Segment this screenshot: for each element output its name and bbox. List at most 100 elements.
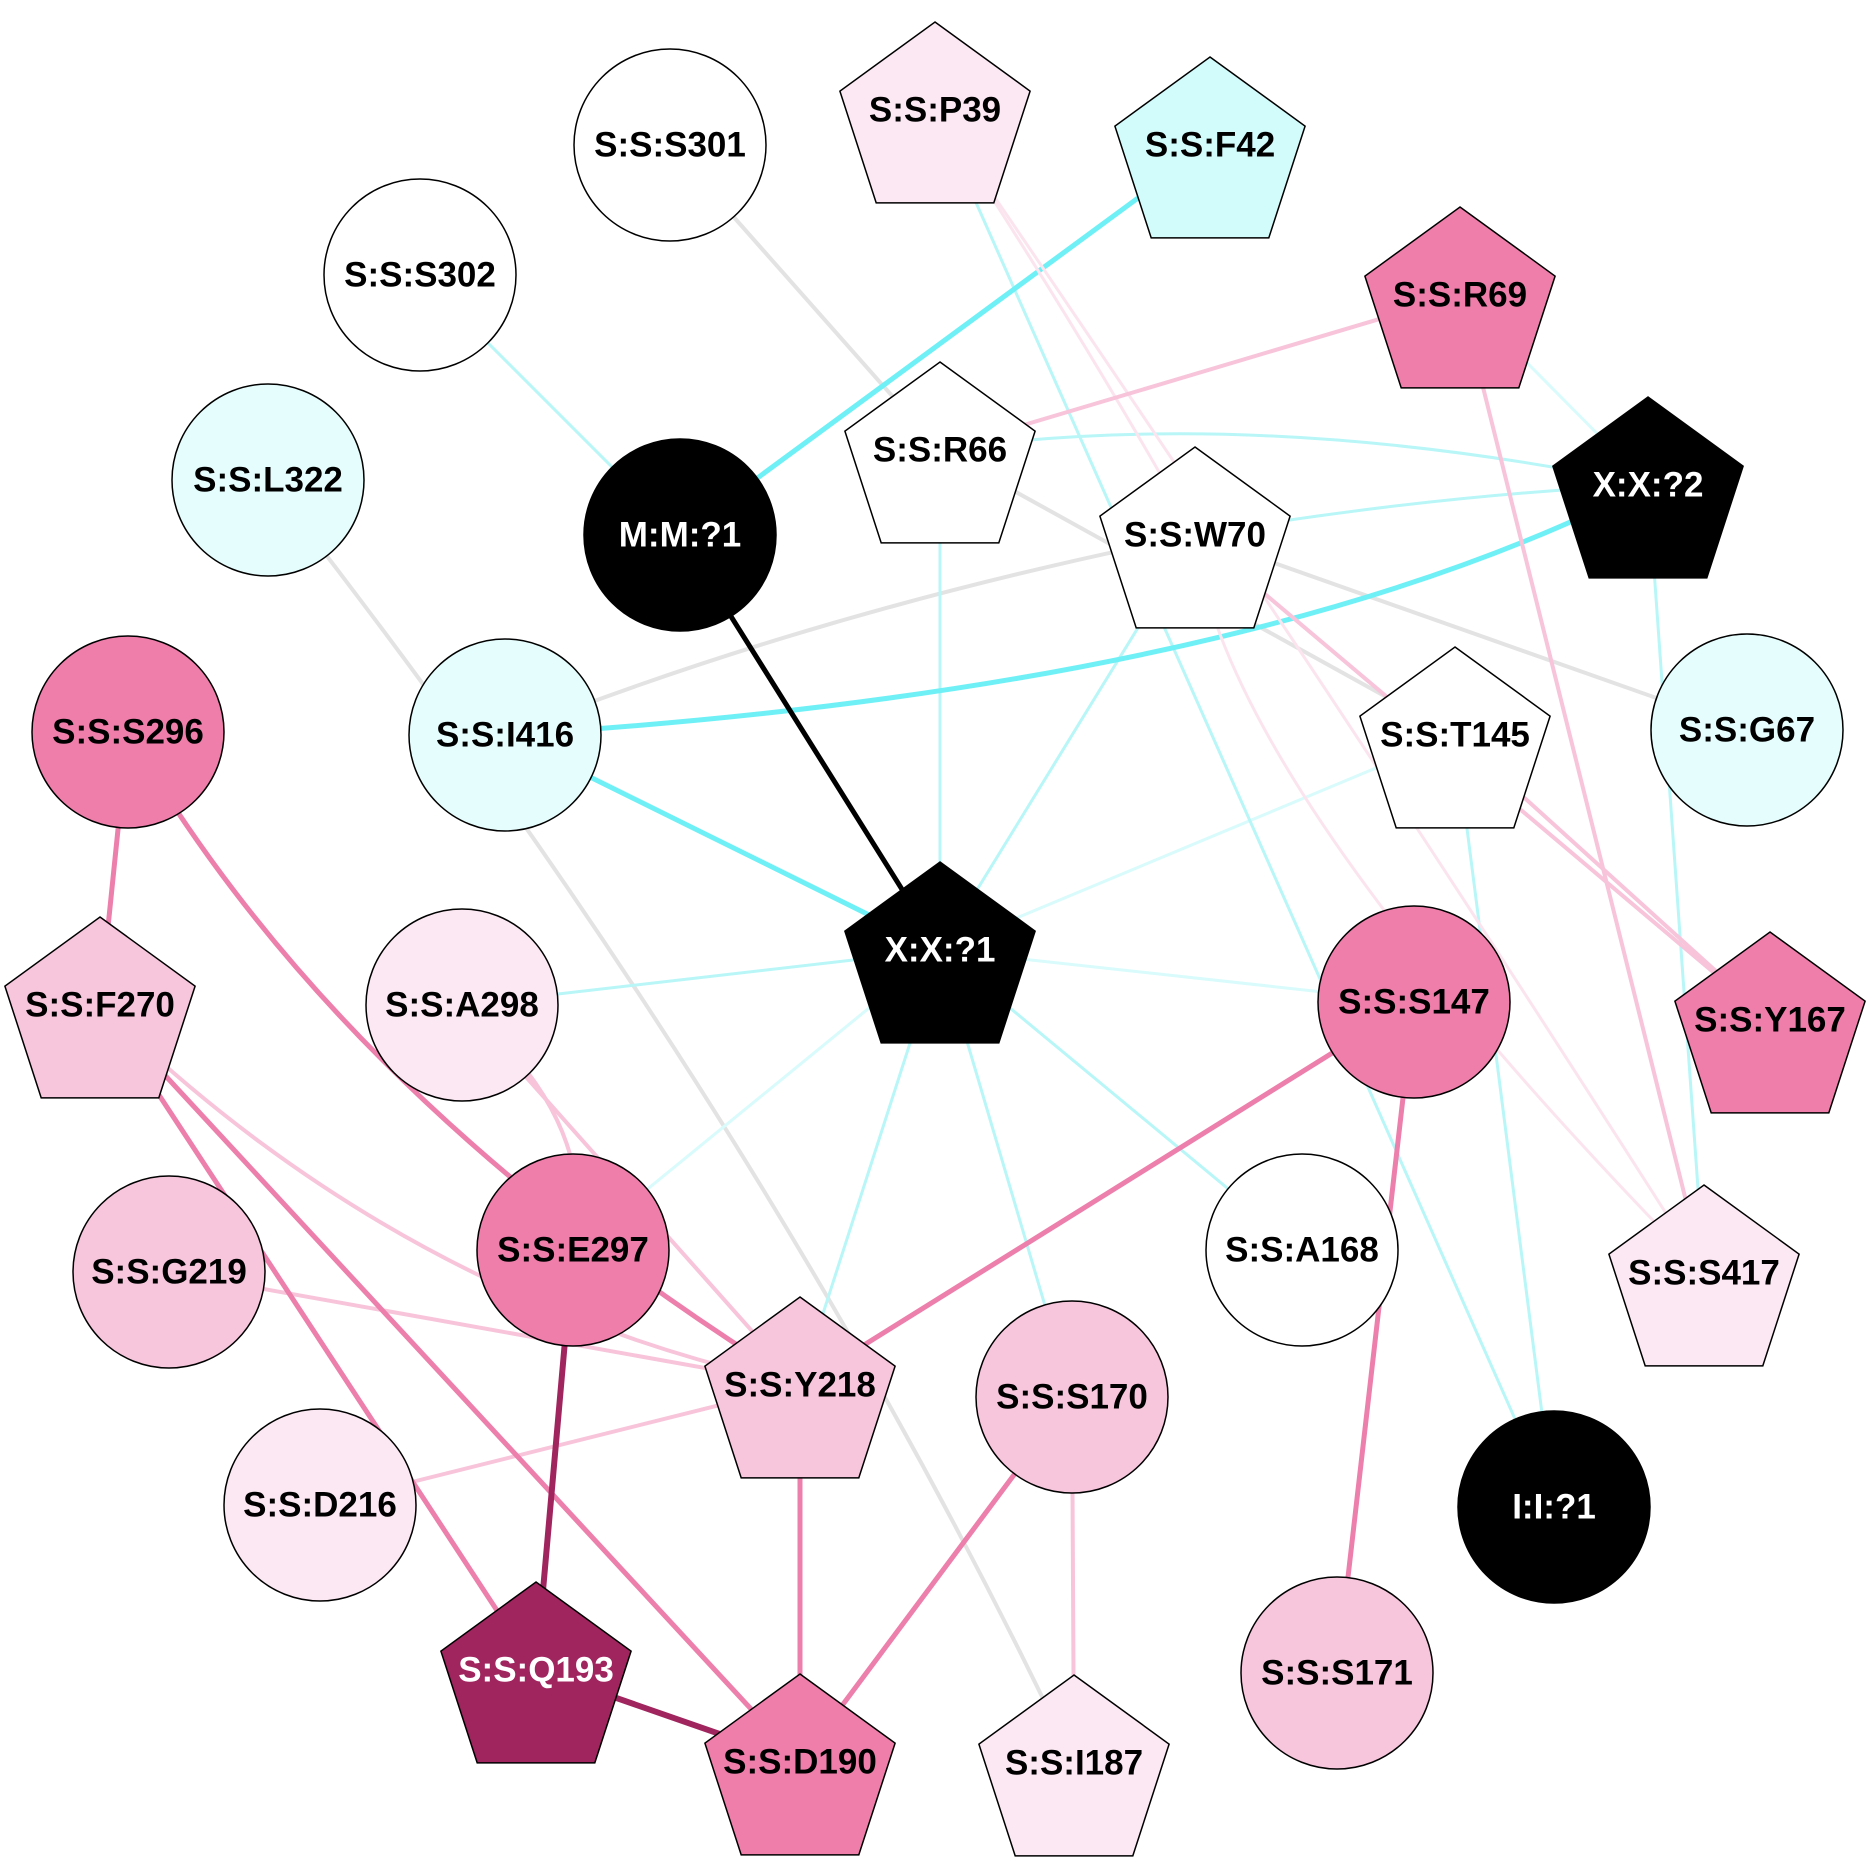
node-pentagon [1674, 931, 1866, 1114]
node-circle [573, 48, 767, 242]
node-label: X:X:?1 [885, 931, 996, 970]
node-label: S:S:S296 [52, 713, 204, 752]
node-label: S:S:G67 [1679, 711, 1815, 750]
node-pentagon [4, 916, 196, 1099]
node-circle [583, 438, 777, 632]
node-m1: M:M:?1 [583, 438, 777, 632]
node-r66: S:S:R66 [844, 361, 1036, 544]
node-s171: S:S:S171 [1240, 1576, 1434, 1770]
node-label: S:S:R69 [1393, 276, 1527, 315]
node-pentagon [839, 21, 1031, 204]
edge-f42-m1 [677, 142, 1213, 538]
node-pentagon [1099, 446, 1291, 629]
node-label: S:S:I416 [436, 716, 574, 755]
node-label: S:S:S302 [344, 256, 496, 295]
node-d216: S:S:D216 [223, 1408, 417, 1602]
edge-s147-y218 [797, 999, 1417, 1388]
node-pentagon [704, 1673, 896, 1856]
edge-f270-d190 [97, 1002, 803, 1765]
node-label: S:S:G219 [91, 1253, 247, 1292]
node-pentagon [1552, 396, 1744, 579]
node-label: S:S:S171 [1261, 1654, 1413, 1693]
node-y167: S:S:Y167 [1674, 931, 1866, 1114]
node-l322: S:S:L322 [171, 383, 365, 577]
node-circle [72, 1175, 266, 1369]
node-circle [31, 635, 225, 829]
node-label: X:X:?2 [1593, 466, 1704, 505]
node-w70: S:S:W70 [1099, 446, 1291, 629]
edge-l322-i187 [266, 478, 1076, 1765]
node-pentagon [978, 1674, 1170, 1857]
edge-w70-i416 [503, 533, 1197, 737]
node-label: S:S:A298 [385, 986, 539, 1025]
edge-p39-s417 [933, 108, 1706, 1275]
edge-f270-q193 [97, 1002, 539, 1673]
edge-r69-s417 [1458, 293, 1706, 1275]
node-s170: S:S:S170 [975, 1300, 1169, 1494]
node-f270: S:S:F270 [4, 916, 196, 1099]
node-a168: S:S:A168 [1205, 1153, 1399, 1347]
node-t145: S:S:T145 [1359, 646, 1551, 829]
node-pentagon [1608, 1184, 1800, 1367]
node-label: S:S:F270 [25, 986, 175, 1025]
node-circle [223, 1408, 417, 1602]
node-pentagon [1359, 646, 1551, 829]
node-label: S:S:T145 [1380, 716, 1530, 755]
node-label: I:I:?1 [1512, 1488, 1596, 1527]
node-r69: S:S:R69 [1364, 206, 1556, 389]
edge-x1-t145 [938, 733, 1457, 952]
node-label: S:S:I187 [1005, 1744, 1143, 1783]
node-g67: S:S:G67 [1650, 633, 1844, 827]
node-circle [1317, 905, 1511, 1099]
node-x1: X:X:?1 [844, 861, 1036, 1044]
node-label: S:S:S301 [594, 126, 746, 165]
node-i187: S:S:I187 [978, 1674, 1170, 1857]
node-pentagon [440, 1581, 632, 1764]
nodes-layer: S:S:P39 S:S:F42 S:S:S301 S:S:S302 S:S:R69 S:S… [4, 21, 1866, 1857]
node-pentagon [1114, 56, 1306, 239]
edge-r66-x2 [938, 432, 1650, 487]
node-label: S:S:Q193 [458, 1651, 614, 1690]
node-circle [1240, 1576, 1434, 1770]
node-circle [975, 1300, 1169, 1494]
node-pentagon [844, 361, 1036, 544]
node-label: S:S:S147 [1338, 983, 1490, 1022]
edge-s147-s171 [1334, 999, 1417, 1676]
node-label: S:S:F42 [1145, 126, 1275, 165]
node-g219: S:S:G219 [72, 1175, 266, 1369]
node-label: S:S:E297 [497, 1231, 649, 1270]
node-circle [1650, 633, 1844, 827]
node-label: S:S:Y218 [724, 1366, 876, 1405]
node-circle [476, 1153, 670, 1347]
node-label: S:S:D190 [723, 1743, 877, 1782]
node-circle [323, 178, 517, 372]
node-d190: S:S:D190 [704, 1673, 896, 1856]
edge-w70-g67 [1193, 533, 1749, 732]
node-label: S:S:D216 [243, 1486, 397, 1525]
node-label: S:S:W70 [1124, 516, 1266, 555]
node-label: M:M:?1 [619, 516, 741, 555]
node-pentagon [844, 861, 1036, 1044]
edge-p39-i1 [933, 108, 1556, 1509]
node-i1: I:I:?1 [1457, 1410, 1651, 1604]
node-e297: S:S:E297 [476, 1153, 670, 1347]
node-label: S:S:S417 [1628, 1254, 1780, 1293]
node-y218: S:S:Y218 [704, 1296, 896, 1479]
node-label: S:S:L322 [193, 461, 343, 500]
node-f42: S:S:F42 [1114, 56, 1306, 239]
node-x2: X:X:?2 [1552, 396, 1744, 579]
edge-g219-y218 [167, 1270, 802, 1387]
node-s147: S:S:S147 [1317, 905, 1511, 1099]
node-circle [1205, 1153, 1399, 1347]
node-s296: S:S:S296 [31, 635, 225, 829]
edge-f270-y218 [98, 1003, 802, 1387]
node-label: S:S:R66 [873, 431, 1007, 470]
node-circle [365, 908, 559, 1102]
node-circle [1457, 1410, 1651, 1604]
node-s301: S:S:S301 [573, 48, 767, 242]
node-pentagon [1364, 206, 1556, 389]
node-circle [408, 638, 602, 832]
node-q193: S:S:Q193 [440, 1581, 632, 1764]
node-circle [171, 383, 365, 577]
